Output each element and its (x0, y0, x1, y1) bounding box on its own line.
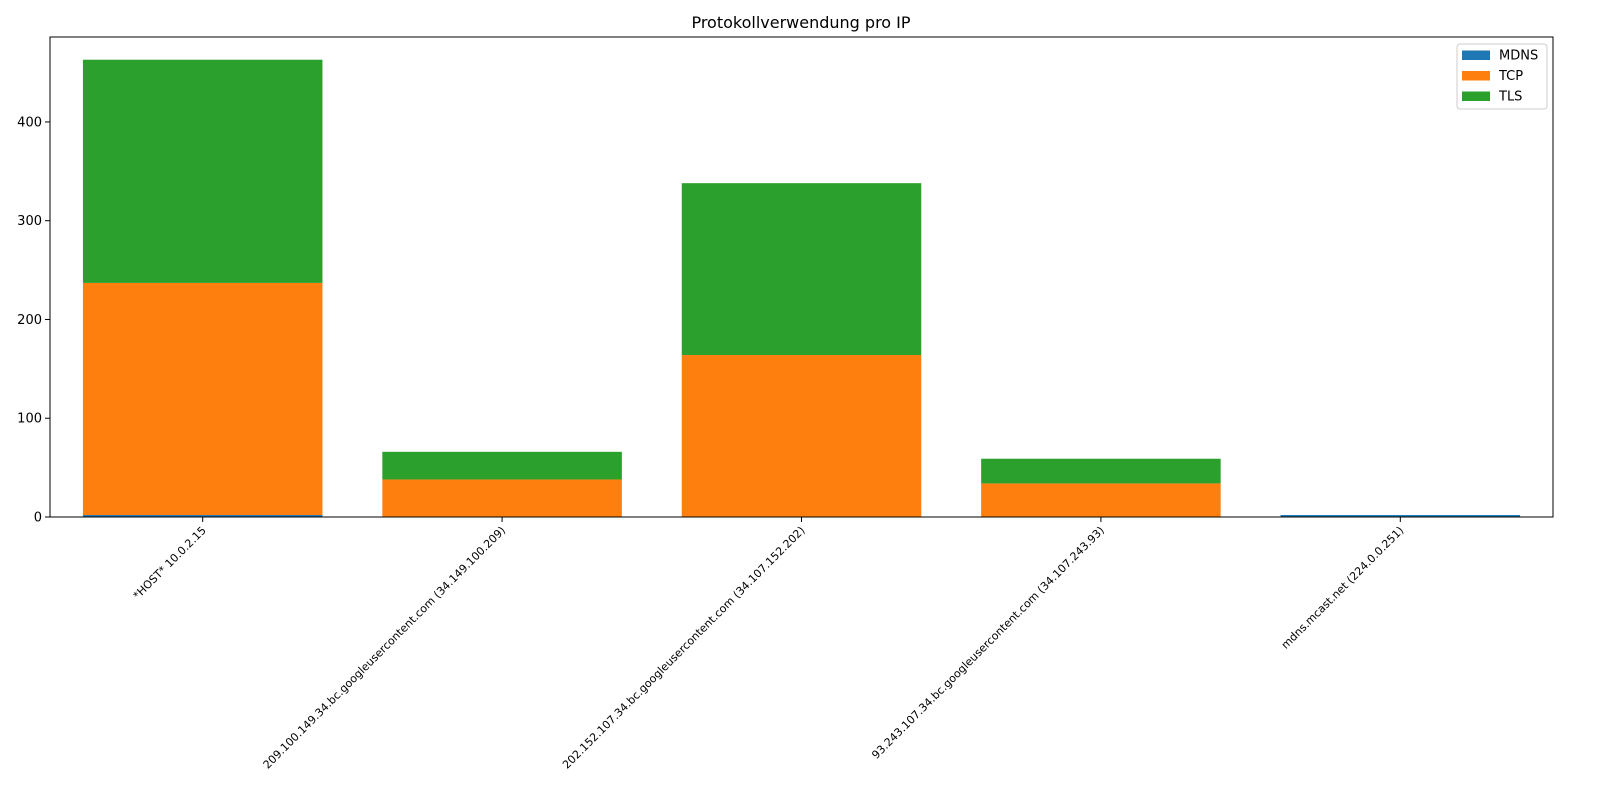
x-axis: *HOST* 10.0.2.15 209.100.149.34.bc.google… (131, 517, 1407, 772)
legend-label-tcp: TCP (1498, 69, 1523, 84)
bars-layer (82, 59, 1521, 517)
y-tick-label: 300 (17, 214, 42, 229)
legend-label-tls: TLS (1498, 90, 1522, 105)
y-tick-label: 400 (17, 115, 42, 130)
bar-tcp-1 (382, 479, 622, 517)
bar-tls-1 (382, 451, 622, 480)
chart-title: Protokollverwendung pro IP (691, 13, 910, 32)
x-tick-label: *HOST* 10.0.2.15 (131, 524, 209, 602)
legend: MDNS TCP TLS (1456, 43, 1548, 110)
bar-tcp-0 (82, 282, 323, 516)
bar-tls-0 (82, 59, 323, 283)
legend-swatch-tls (1462, 91, 1490, 101)
x-tick-label: 209.100.149.34.bc.googleusercontent.com … (261, 524, 509, 772)
bar-tls-3 (981, 458, 1221, 484)
bar-tcp-2 (681, 355, 922, 517)
x-tick-label: mdns.mcast.net (224.0.0.251) (1279, 524, 1407, 652)
bar-mdns-4 (1280, 515, 1521, 517)
x-tick-label: 93.243.107.34.bc.googleusercontent.com (… (869, 524, 1107, 762)
bar-tcp-3 (981, 483, 1221, 517)
bar-tls-2 (681, 183, 922, 356)
bar-mdns-0 (82, 515, 323, 517)
y-axis: 0 100 200 300 400 (17, 115, 50, 526)
legend-swatch-tcp (1462, 71, 1490, 81)
x-tick-label: 202.152.107.34.bc.googleusercontent.com … (560, 524, 808, 772)
y-tick-label: 200 (17, 313, 42, 328)
plot-frame (49, 36, 1554, 518)
y-tick-label: 0 (34, 511, 42, 526)
legend-label-mdns: MDNS (1499, 49, 1538, 64)
legend-swatch-mdns (1462, 50, 1490, 60)
y-tick-label: 100 (17, 412, 42, 427)
